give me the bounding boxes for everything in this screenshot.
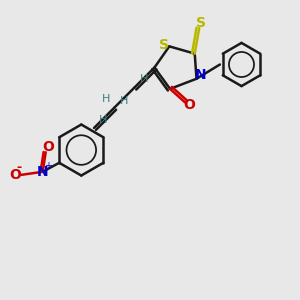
Text: H: H bbox=[99, 116, 107, 125]
Text: +: + bbox=[44, 161, 52, 171]
Text: O: O bbox=[184, 98, 196, 112]
Text: O: O bbox=[9, 168, 21, 182]
Text: H: H bbox=[120, 96, 128, 106]
Text: S: S bbox=[159, 38, 169, 52]
Text: N: N bbox=[37, 165, 49, 179]
Text: H: H bbox=[140, 74, 148, 84]
Text: -: - bbox=[17, 161, 22, 174]
Text: N: N bbox=[194, 68, 206, 82]
Text: S: S bbox=[196, 16, 206, 30]
Text: H: H bbox=[102, 94, 110, 104]
Text: O: O bbox=[42, 140, 54, 154]
